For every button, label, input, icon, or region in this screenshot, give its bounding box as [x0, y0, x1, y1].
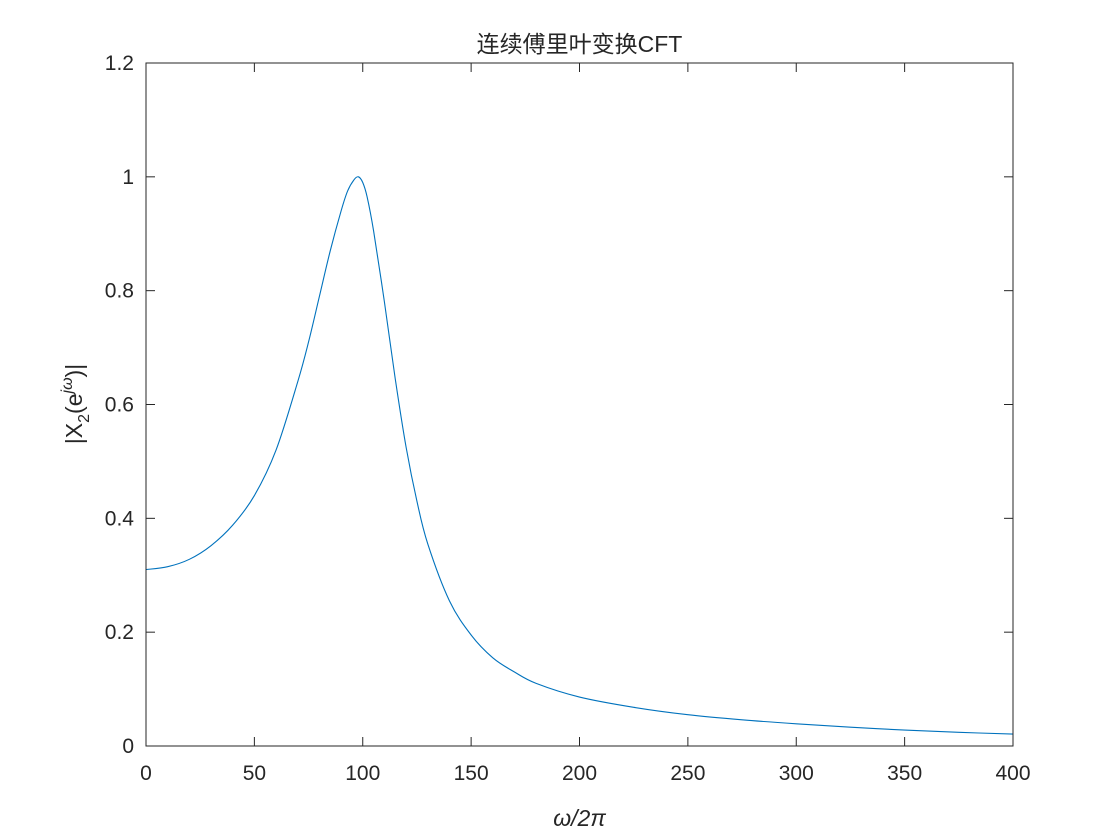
y-tick-label: 0.8 [105, 280, 134, 303]
y-tick-label: 0.6 [105, 394, 134, 417]
y-tick-labels: 0 0.2 0.4 0.6 0.8 1 1.2 [105, 52, 135, 758]
x-tick-label: 400 [995, 762, 1030, 785]
y-tick-label: 1 [122, 166, 134, 189]
x-tick-labels: 0 50 100 150 200 250 300 350 400 [140, 762, 1030, 785]
x-tick-label: 100 [345, 762, 380, 785]
x-tick-label: 0 [140, 762, 152, 785]
x-tick-label: 300 [779, 762, 814, 785]
y-axis-title-subscript: 2 [76, 414, 93, 423]
x-tick-label: 350 [887, 762, 922, 785]
y-axis-title-suffix: )| [61, 364, 87, 378]
y-tick-label: 1.2 [105, 52, 134, 75]
series-line [145, 176, 1014, 735]
y-tick-label: 0.2 [105, 621, 134, 644]
x-tick-label: 150 [454, 762, 489, 785]
plot-area-background [146, 63, 1013, 746]
x-tick-label: 200 [562, 762, 597, 785]
x-tick-label: 50 [243, 762, 266, 785]
y-axis-title: |X2(ejω)| [59, 364, 93, 444]
series-layer [145, 176, 1014, 735]
y-axis-title-mid: (e [61, 393, 87, 413]
y-axis-title-prefix: |X [61, 423, 87, 444]
y-tick-label: 0 [122, 735, 134, 758]
chart-title: 连续傅里叶变换CFT [477, 31, 683, 57]
y-axis-title-superscript: jω [59, 377, 76, 395]
x-axis-title: ω/2π [553, 805, 606, 831]
plot-area-frame [145, 62, 1014, 747]
y-tick-label: 0.4 [105, 507, 135, 530]
x-tick-label: 250 [670, 762, 705, 785]
